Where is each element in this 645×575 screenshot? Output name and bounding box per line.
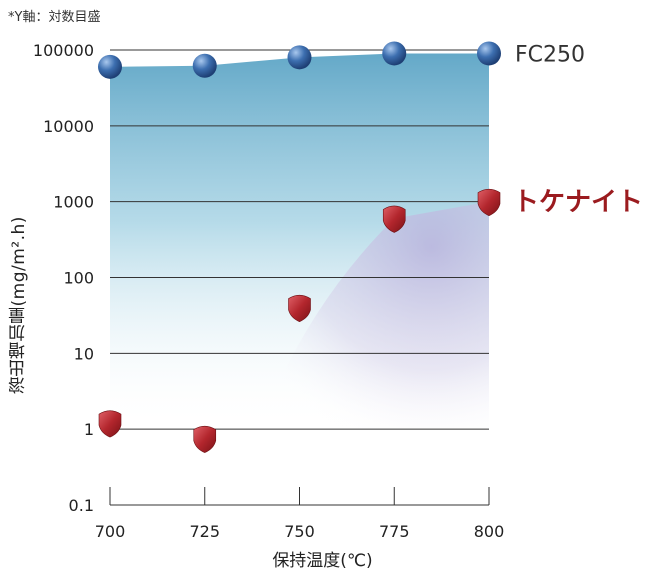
y-tick-label: 1 [84,420,94,439]
background-fills [110,53,489,430]
fc250-point [287,45,312,70]
tokenite-point [193,425,217,453]
fc250-point [477,41,501,66]
log-scale-note: *Y軸：対数目盛 [8,10,101,25]
tokenite-point [288,294,311,323]
tokenite-point [382,205,406,233]
y-tick-label: 10000 [43,117,94,136]
y-tick-label: 0.1 [69,496,94,515]
tokenite-point [98,410,122,438]
data-marks [98,41,501,453]
y-tick-label: 100000 [33,41,94,60]
x-tick-label: 725 [189,522,220,541]
series-labels: FC250 トケナイト [513,42,643,217]
axes: 0.1 1 10 100 1000 10000 100000 700 725 750 775 800 [33,41,504,541]
y-tick-label: 1000 [53,193,94,212]
tokenite-label: トケナイト [513,188,643,218]
x-tick-label: 775 [379,522,410,541]
x-axis-label: 保持温度(℃) [272,551,373,571]
tokenite-point [477,188,501,216]
fc250-point [382,41,407,66]
tokenite-area [259,201,489,430]
fc250-label: FC250 [515,42,585,67]
fc250-point [192,53,217,78]
x-tick-label: 700 [95,522,126,541]
y-tick-label: 100 [63,269,94,288]
x-tick-label: 750 [284,522,315,541]
fc250-point [98,54,122,79]
y-tick-label: 10 [74,344,94,363]
x-tick-label: 800 [474,522,505,541]
